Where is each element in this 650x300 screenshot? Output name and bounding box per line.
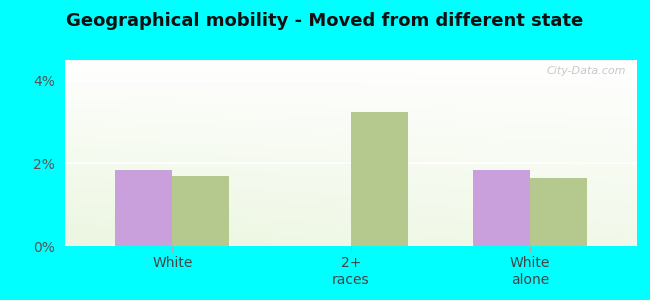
Bar [530,178,587,246]
Text: Geographical mobility - Moved from different state: Geographical mobility - Moved from diffe… [66,12,584,30]
Bar [115,169,172,246]
Bar [172,176,229,246]
Bar [473,169,530,246]
Text: City-Data.com: City-Data.com [546,66,625,76]
Bar [351,112,408,246]
